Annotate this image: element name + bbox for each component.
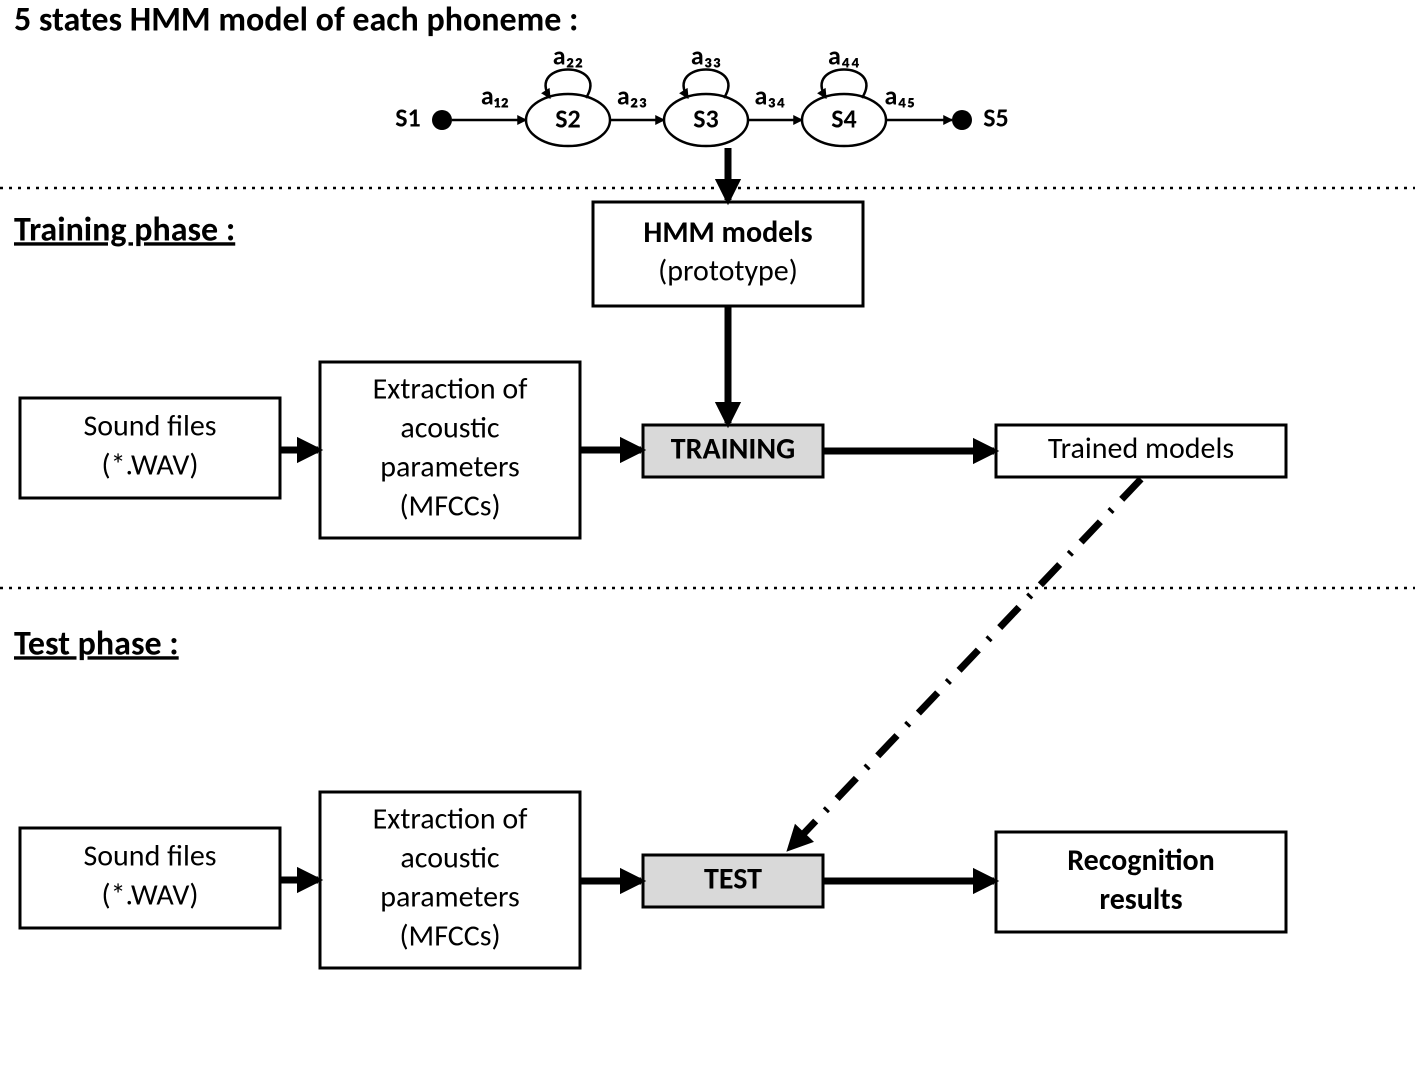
hmm-trans-label-S1-S2: a₁₂	[481, 79, 509, 111]
box-train_extract: Extraction ofacousticparameters(MFCCs)	[320, 362, 580, 538]
hmm-state-S1	[432, 110, 452, 130]
box-test_extract-line-1: acoustic	[400, 840, 499, 877]
box-test-line-0: TEST	[704, 860, 762, 897]
hmm-self-label-S4: a₄₄	[828, 39, 860, 71]
hmm-state-S5	[952, 110, 972, 130]
box-trained_models-line-0: Trained models	[1048, 430, 1234, 467]
box-recog_results: Recognitionresults	[996, 832, 1286, 932]
box-train_extract-line-3: (MFCCs)	[399, 488, 500, 525]
title-training: Training phase :	[14, 209, 235, 250]
hmm-state-label-S5: S5	[983, 101, 1008, 133]
box-test_sound-line-0: Sound files	[83, 838, 216, 875]
box-train_extract-line-0: Extraction of	[373, 371, 528, 408]
box-test_extract: Extraction ofacousticparameters(MFCCs)	[320, 792, 580, 968]
title-top: 5 states HMM model of each phoneme :	[14, 0, 578, 40]
hmm-state-label-S3: S3	[693, 102, 718, 134]
box-training: TRAINING	[643, 425, 823, 477]
box-test_extract-line-3: (MFCCs)	[399, 918, 500, 955]
box-train_sound-line-0: Sound files	[83, 408, 216, 445]
hmm-state-label-S1: S1	[395, 101, 420, 133]
box-test: TEST	[643, 855, 823, 907]
hmm-state-label-S2: S2	[555, 102, 580, 134]
hmm-trans-label-S4-S5: a₄₅	[884, 79, 915, 111]
box-trained_models: Trained models	[996, 425, 1286, 477]
box-test_extract-line-0: Extraction of	[373, 801, 528, 838]
box-recog_results-line-1: results	[1099, 881, 1182, 918]
arrow-trained-to-test	[790, 479, 1141, 848]
box-test_sound: Sound files(*.WAV)	[20, 828, 280, 928]
hmm-self-label-S3: a₃₃	[691, 39, 721, 71]
box-hmm_models-line-1: (prototype)	[658, 253, 798, 290]
box-train_sound: Sound files(*.WAV)	[20, 398, 280, 498]
hmm-trans-label-S2-S3: a₂₃	[617, 79, 647, 111]
hmm-self-label-S2: a₂₂	[553, 39, 583, 71]
box-test_sound-line-1: (*.WAV)	[101, 877, 198, 914]
box-train_sound-line-1: (*.WAV)	[101, 447, 198, 484]
box-training-line-0: TRAINING	[671, 430, 796, 467]
box-recog_results-line-0: Recognition	[1067, 842, 1215, 879]
title-test: Test phase :	[14, 623, 179, 664]
box-test_extract-line-2: parameters	[380, 879, 519, 916]
box-hmm_models: HMM models(prototype)	[593, 202, 863, 306]
hmm-state-label-S4: S4	[831, 102, 856, 134]
box-hmm_models-line-0: HMM models	[643, 214, 812, 251]
hmm-trans-label-S3-S4: a₃₄	[754, 79, 785, 111]
box-train_extract-line-1: acoustic	[400, 410, 499, 447]
box-train_extract-line-2: parameters	[380, 449, 519, 486]
